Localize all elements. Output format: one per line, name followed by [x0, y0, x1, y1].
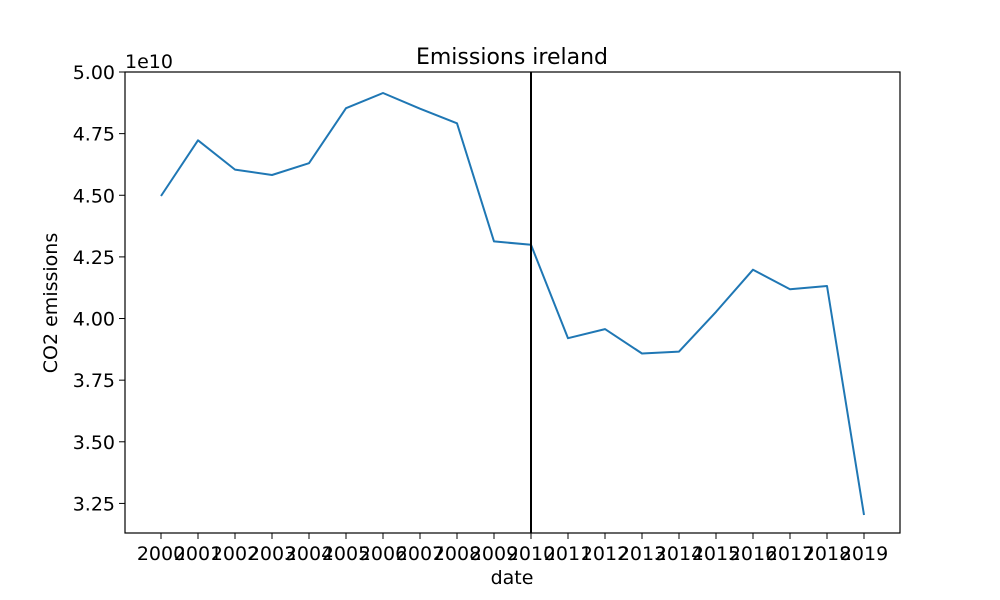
- y-axis-label: CO2 emissions: [40, 233, 62, 373]
- y-tick-label: 4.00: [73, 309, 115, 331]
- x-tick-label: 2009: [470, 543, 518, 565]
- plot-frame: [124, 71, 901, 534]
- x-tick-label: 2010: [507, 543, 555, 565]
- x-tick-label: 2013: [618, 543, 666, 565]
- x-tick-label: 2019: [840, 543, 888, 565]
- x-axis-label: date: [491, 567, 534, 589]
- x-axis: 2000200120022003200420052006200720082009…: [137, 533, 888, 565]
- x-tick-label: 2008: [433, 543, 481, 565]
- y-tick-label: 4.25: [73, 247, 115, 269]
- x-tick-label: 2014: [655, 543, 703, 565]
- chart-title: Emissions ireland: [416, 45, 608, 70]
- y-tick-label: 4.75: [73, 124, 115, 146]
- x-tick-label: 2012: [581, 543, 629, 565]
- x-tick-label: 2015: [692, 543, 740, 565]
- x-tick-label: 2016: [729, 543, 777, 565]
- x-tick-label: 2011: [544, 543, 592, 565]
- series-line: [160, 92, 865, 516]
- y-tick-label: 5.00: [73, 62, 115, 84]
- plot-area: [160, 72, 865, 533]
- y-axis: 3.25 3.50 3.75 4.00 4.25 4.50 4.75 5.00: [73, 62, 125, 515]
- y-tick-label: 3.25: [73, 493, 115, 515]
- y-tick-label: 4.50: [73, 185, 115, 207]
- x-tick-label: 2018: [803, 543, 851, 565]
- x-tick-label: 2017: [766, 543, 814, 565]
- y-tick-label: 3.50: [73, 432, 115, 454]
- y-offset-label: 1e10: [125, 51, 173, 73]
- x-tick-label: 2005: [322, 543, 370, 565]
- x-tick-label: 2007: [396, 543, 444, 565]
- x-tick-label: 2002: [211, 543, 259, 565]
- x-tick-label: 2000: [137, 543, 185, 565]
- x-tick-label: 2003: [248, 543, 296, 565]
- x-tick-label: 2006: [359, 543, 407, 565]
- y-tick-label: 3.75: [73, 370, 115, 392]
- x-tick-label: 2001: [174, 543, 222, 565]
- x-tick-label: 2004: [285, 543, 333, 565]
